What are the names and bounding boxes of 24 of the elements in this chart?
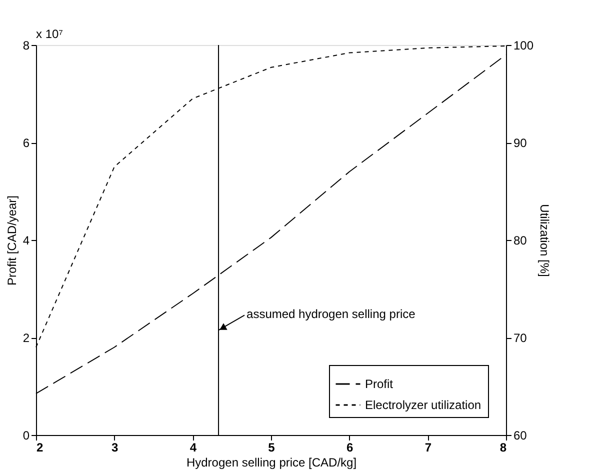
x-tick-label: 3 xyxy=(111,440,118,454)
legend-label: Electrolyzer utilization xyxy=(365,398,482,412)
x-tick-label: 2 xyxy=(36,440,44,454)
y-tick-label: 4 xyxy=(22,234,30,248)
y2-tick-label: 100 xyxy=(514,38,534,52)
x-axis-title: Hydrogen selling price [CAD/kg] xyxy=(186,456,357,470)
y2-tick-label: 80 xyxy=(514,234,528,248)
x-tick-label: 7 xyxy=(424,440,432,454)
y-tick-label: 2 xyxy=(22,331,30,345)
legend-label: Profit xyxy=(365,377,394,391)
y-tick-label: 8 xyxy=(22,38,30,52)
y2-tick-label: 70 xyxy=(514,331,528,345)
y2-tick-label: 60 xyxy=(514,428,528,442)
text: x 10⁷ xyxy=(36,27,64,41)
x-tick-label: 4 xyxy=(190,440,197,454)
x-tick-label: 6 xyxy=(346,440,354,454)
y2-tick-label: 90 xyxy=(514,136,528,150)
x-tick-label: 8 xyxy=(500,440,507,454)
y-tick-label: 6 xyxy=(22,136,30,150)
y-axis-title: Profit [CAD/year] xyxy=(4,195,19,286)
y2-axis-title: Utilization [%] xyxy=(538,204,552,277)
y-tick-label: 0 xyxy=(22,428,30,442)
x-tick-label: 5 xyxy=(268,440,276,454)
annotation: assumed hydrogen selling price xyxy=(246,307,416,322)
